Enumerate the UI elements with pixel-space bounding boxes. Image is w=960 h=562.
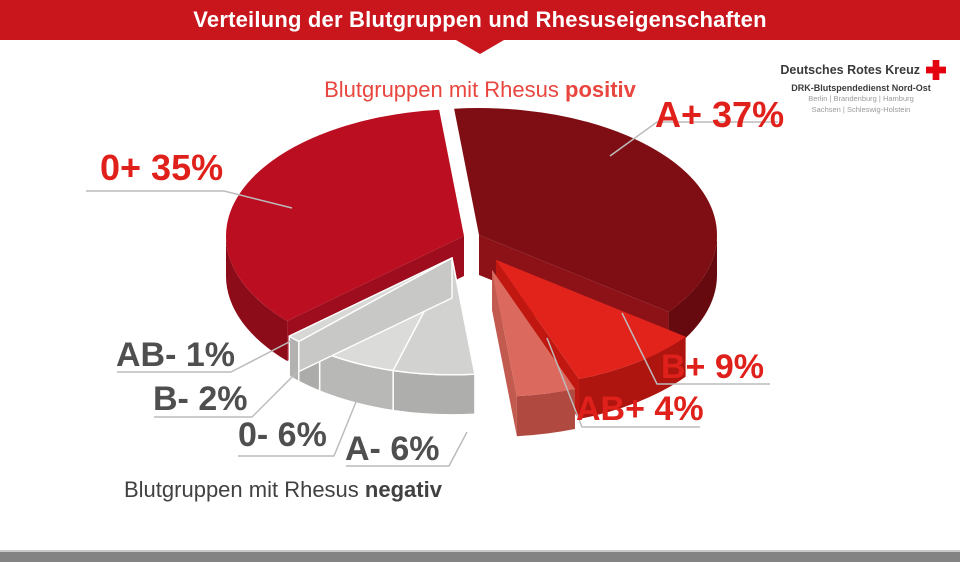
legend-positive-prefix: Blutgruppen mit Rhesus <box>324 77 565 102</box>
legend-negative-emphasis: negativ <box>364 477 442 502</box>
label-a-positive: A+ 37% <box>655 94 785 135</box>
title-pointer-triangle <box>456 40 504 54</box>
pie-slice-ab-positive <box>492 270 575 437</box>
drk-logo: Deutsches Rotes Kreuz DRK-Blutspendedien… <box>776 60 946 115</box>
bottom-bar <box>0 550 960 562</box>
pie-slice-ab-negative <box>288 257 453 383</box>
callout-line-a-positive <box>609 121 778 157</box>
label-b-negative: B- 2% <box>153 380 248 418</box>
label-ab-negative: AB- 1% <box>116 336 236 374</box>
callout-line-ab-negative <box>117 340 292 373</box>
page-title: Verteilung der Blutgruppen und Rhesuseig… <box>193 7 767 32</box>
red-cross-icon <box>926 60 946 80</box>
legend-rhesus-negative: Blutgruppen mit Rhesus negativ <box>124 477 442 503</box>
label-b-positive: B+ 9% <box>661 348 764 386</box>
logo-division-name: DRK-Blutspendedienst Nord-Ost <box>791 83 931 93</box>
legend-positive-emphasis: positiv <box>565 77 636 102</box>
title-bar: Verteilung der Blutgruppen und Rhesuseig… <box>0 0 960 40</box>
logo-regions-line2: Sachsen | Schleswig-Holstein <box>811 104 911 114</box>
callout-line-ab-positive <box>546 337 700 428</box>
label-0-negative: 0- 6% <box>238 416 327 454</box>
label-0-positive: 0+ 35% <box>100 147 224 188</box>
callout-line-0-positive <box>86 190 293 209</box>
label-ab-positive: AB+ 4% <box>576 390 704 428</box>
pie-slice-a-negative <box>392 257 476 416</box>
label-a-negative: A- 6% <box>345 430 440 468</box>
logo-org-name: Deutsches Rotes Kreuz <box>780 63 920 77</box>
callout-line-0-negative <box>238 401 357 457</box>
callout-line-b-negative <box>154 371 298 418</box>
logo-regions-line1: Berlin | Brandenburg | Hamburg <box>808 94 914 103</box>
callout-line-a-negative <box>346 431 468 467</box>
callout-line-b-positive <box>621 312 770 385</box>
legend-negative-prefix: Blutgruppen mit Rhesus <box>124 477 365 502</box>
legend-rhesus-positive: Blutgruppen mit Rhesus positiv <box>0 77 960 103</box>
